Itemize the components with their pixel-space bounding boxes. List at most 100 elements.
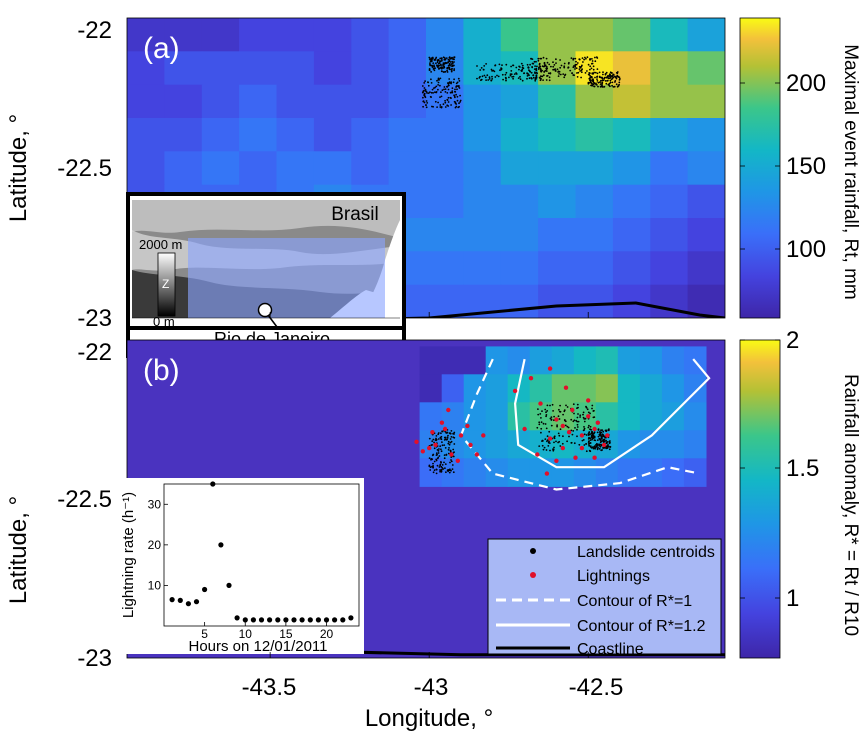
landslide-centroid <box>447 448 450 451</box>
landslide-centroid <box>589 76 592 79</box>
landslide-centroid <box>439 470 441 473</box>
landslide-centroid <box>611 77 614 80</box>
landslide-centroid <box>526 63 529 66</box>
landslide-centroid <box>573 412 575 415</box>
landslide-centroid <box>435 62 437 65</box>
landslide-centroid <box>445 454 448 456</box>
landslide-centroid <box>431 56 434 59</box>
landslide-centroid <box>545 449 548 451</box>
landslide-centroid <box>559 428 562 431</box>
landslide-centroid <box>436 64 439 67</box>
landslide-centroid <box>572 66 575 69</box>
landslide-centroid <box>453 431 456 434</box>
landslide-centroid <box>583 420 586 423</box>
landslide-centroid <box>576 403 579 406</box>
landslide-centroid <box>450 91 452 94</box>
inset-scatter-point <box>275 617 281 623</box>
landslide-centroid <box>545 57 548 60</box>
landslide-centroid <box>608 84 611 87</box>
rainfall-cell <box>426 284 464 318</box>
rainfall-cell <box>575 18 614 52</box>
rainfall-cell <box>351 151 390 186</box>
landslide-centroid <box>443 444 446 446</box>
landslide-centroid <box>444 467 446 470</box>
landslide-centroid <box>591 72 594 75</box>
landslide-centroid <box>541 65 544 68</box>
rainfall-cell <box>500 284 539 318</box>
landslide-centroid <box>443 66 446 69</box>
rainfall-cell <box>575 218 614 252</box>
landslide-centroid <box>546 439 549 442</box>
landslide-centroid <box>563 66 566 69</box>
rainfall-cell <box>276 84 315 119</box>
lightning-point <box>474 452 480 457</box>
landslide-centroid <box>558 73 560 75</box>
lightning-point <box>528 376 534 381</box>
landslide-centroid <box>592 447 595 450</box>
landslide-centroid <box>610 75 613 78</box>
landslide-centroid <box>452 448 455 451</box>
landslide-centroid <box>535 69 538 72</box>
landslide-centroid <box>602 430 605 433</box>
landslide-centroid <box>546 435 549 438</box>
landslide-centroid <box>448 443 451 446</box>
colorbar-b-tick: 1 <box>786 585 799 612</box>
landslide-centroid <box>605 76 608 79</box>
landslide-centroid <box>570 57 573 59</box>
landslide-centroid <box>429 91 431 93</box>
landslide-centroid <box>437 452 440 454</box>
landslide-centroid <box>563 76 566 79</box>
landslide-centroid <box>439 84 441 87</box>
landslide-centroid <box>584 72 587 74</box>
landslide-centroid <box>563 410 566 413</box>
landslide-centroid <box>562 435 564 438</box>
anomaly-cell <box>463 430 487 459</box>
landslide-centroid <box>546 410 549 412</box>
anomaly-cell <box>683 430 707 459</box>
landslide-centroid <box>603 85 606 88</box>
landslide-centroid <box>583 418 586 420</box>
inset-scatter-point <box>185 601 191 607</box>
landslide-centroid <box>451 60 454 63</box>
inset-x-tick-label: 10 <box>239 627 253 641</box>
rainfall-cell <box>426 218 464 252</box>
landslide-centroid <box>535 67 538 70</box>
rainfall-cell <box>500 18 539 52</box>
rainfall-cell <box>650 151 689 186</box>
landslide-centroid <box>440 66 443 69</box>
rainfall-cell <box>500 118 539 152</box>
landslide-centroid <box>440 106 443 108</box>
landslide-centroid <box>440 461 442 464</box>
rainfall-cell <box>650 51 689 86</box>
anomaly-cell <box>573 374 597 403</box>
landslide-centroid <box>442 65 445 67</box>
anomaly-cell <box>639 430 663 459</box>
landslide-centroid <box>444 106 447 108</box>
landslide-centroid <box>600 436 603 439</box>
landslide-centroid <box>433 460 436 463</box>
landslide-centroid <box>427 81 430 84</box>
landslide-centroid <box>615 77 618 80</box>
landslide-centroid <box>490 79 493 82</box>
landslide-centroid <box>602 86 604 88</box>
landslide-centroid <box>591 76 593 79</box>
landslide-centroid <box>575 60 577 63</box>
landslide-centroid <box>578 443 581 446</box>
rainfall-cell <box>351 51 390 86</box>
rainfall-cell <box>201 118 240 152</box>
anomaly-cell <box>485 402 509 431</box>
landslide-centroid <box>575 67 578 70</box>
rainfall-cell <box>538 118 577 152</box>
rainfall-cell <box>127 18 165 52</box>
landslide-centroid <box>541 444 544 447</box>
landslide-centroid <box>571 433 574 436</box>
inset-y-tick-label: 20 <box>148 538 162 552</box>
lightning-point <box>420 449 425 454</box>
landslide-centroid <box>548 430 551 433</box>
landslide-centroid <box>513 73 516 75</box>
landslide-centroid <box>574 63 577 66</box>
landslide-centroid <box>446 98 449 101</box>
landslide-centroid <box>511 76 513 78</box>
landslide-centroid <box>594 76 596 79</box>
landslide-centroid <box>597 446 599 449</box>
